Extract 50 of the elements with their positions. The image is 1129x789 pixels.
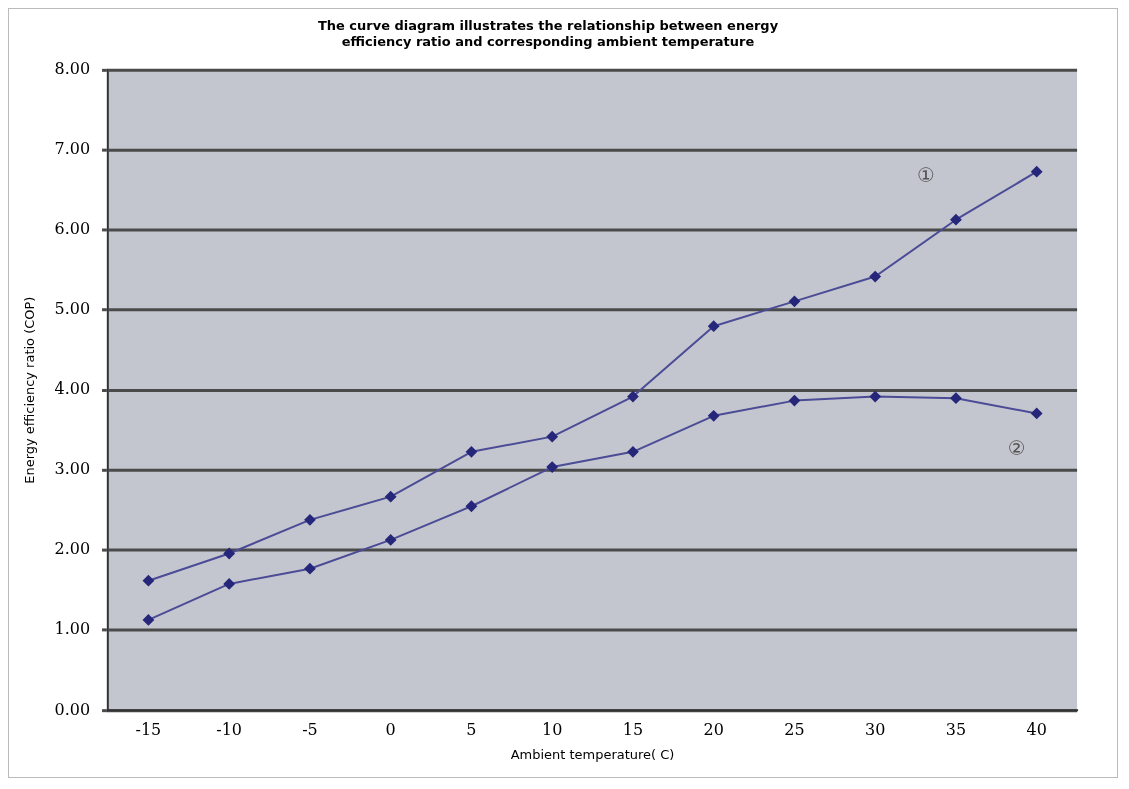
point (788, 295, 800, 307)
point (708, 320, 720, 332)
point (546, 461, 558, 473)
x-tick-label: 10 (542, 720, 563, 740)
point (950, 214, 962, 226)
y-tick-label: 2.00 (54, 539, 91, 559)
x-tick-label: 30 (865, 720, 886, 740)
point (223, 548, 235, 559)
y-tick-label: 5.00 (54, 299, 91, 319)
point (788, 395, 800, 407)
point (1031, 407, 1043, 419)
x-tick-label: 25 (784, 720, 805, 740)
point (465, 500, 477, 512)
point (869, 391, 881, 403)
point (546, 431, 558, 443)
point (1031, 166, 1043, 178)
x-axis-title: Ambient temperature( C) (510, 746, 675, 762)
series-label: ① (917, 162, 935, 187)
point (627, 446, 639, 458)
x-tick-label: 0 (385, 720, 396, 740)
point (304, 563, 316, 575)
y-tick-label: 8.00 (54, 59, 91, 79)
y-tick-label: 0.00 (54, 699, 91, 719)
x-tick-label: 15 (622, 720, 644, 740)
x-tick-label: -5 (302, 720, 318, 740)
point (385, 534, 397, 546)
point (142, 614, 154, 626)
point (708, 410, 720, 422)
y-tick-label: 4.00 (54, 379, 91, 399)
series-label: ② (1007, 436, 1026, 461)
y-tick-label: 1.00 (54, 619, 91, 639)
point (465, 446, 477, 458)
point (142, 575, 154, 587)
y-axis-title: Energy efficiency ratio (COP) (22, 296, 38, 484)
point (950, 392, 962, 404)
y-tick-label: 7.00 (54, 139, 91, 159)
chart-title: The curve diagram illustrates the relationship between energy efficiency ratio and corresponding ambient temperature (317, 18, 779, 49)
point (223, 578, 235, 590)
point (304, 514, 316, 526)
point (869, 271, 881, 283)
x-tick-label: 40 (1026, 720, 1047, 740)
x-tick-label: 20 (703, 720, 724, 740)
x-tick-label: -10 (216, 720, 243, 740)
x-tick-label: 5 (466, 720, 477, 740)
y-tick-label: 6.00 (54, 219, 91, 239)
point (385, 491, 397, 503)
y-tick-label: 3.00 (54, 459, 91, 479)
x-tick-label: 35 (945, 720, 967, 740)
point (627, 391, 639, 403)
x-tick-label: -15 (135, 720, 162, 740)
